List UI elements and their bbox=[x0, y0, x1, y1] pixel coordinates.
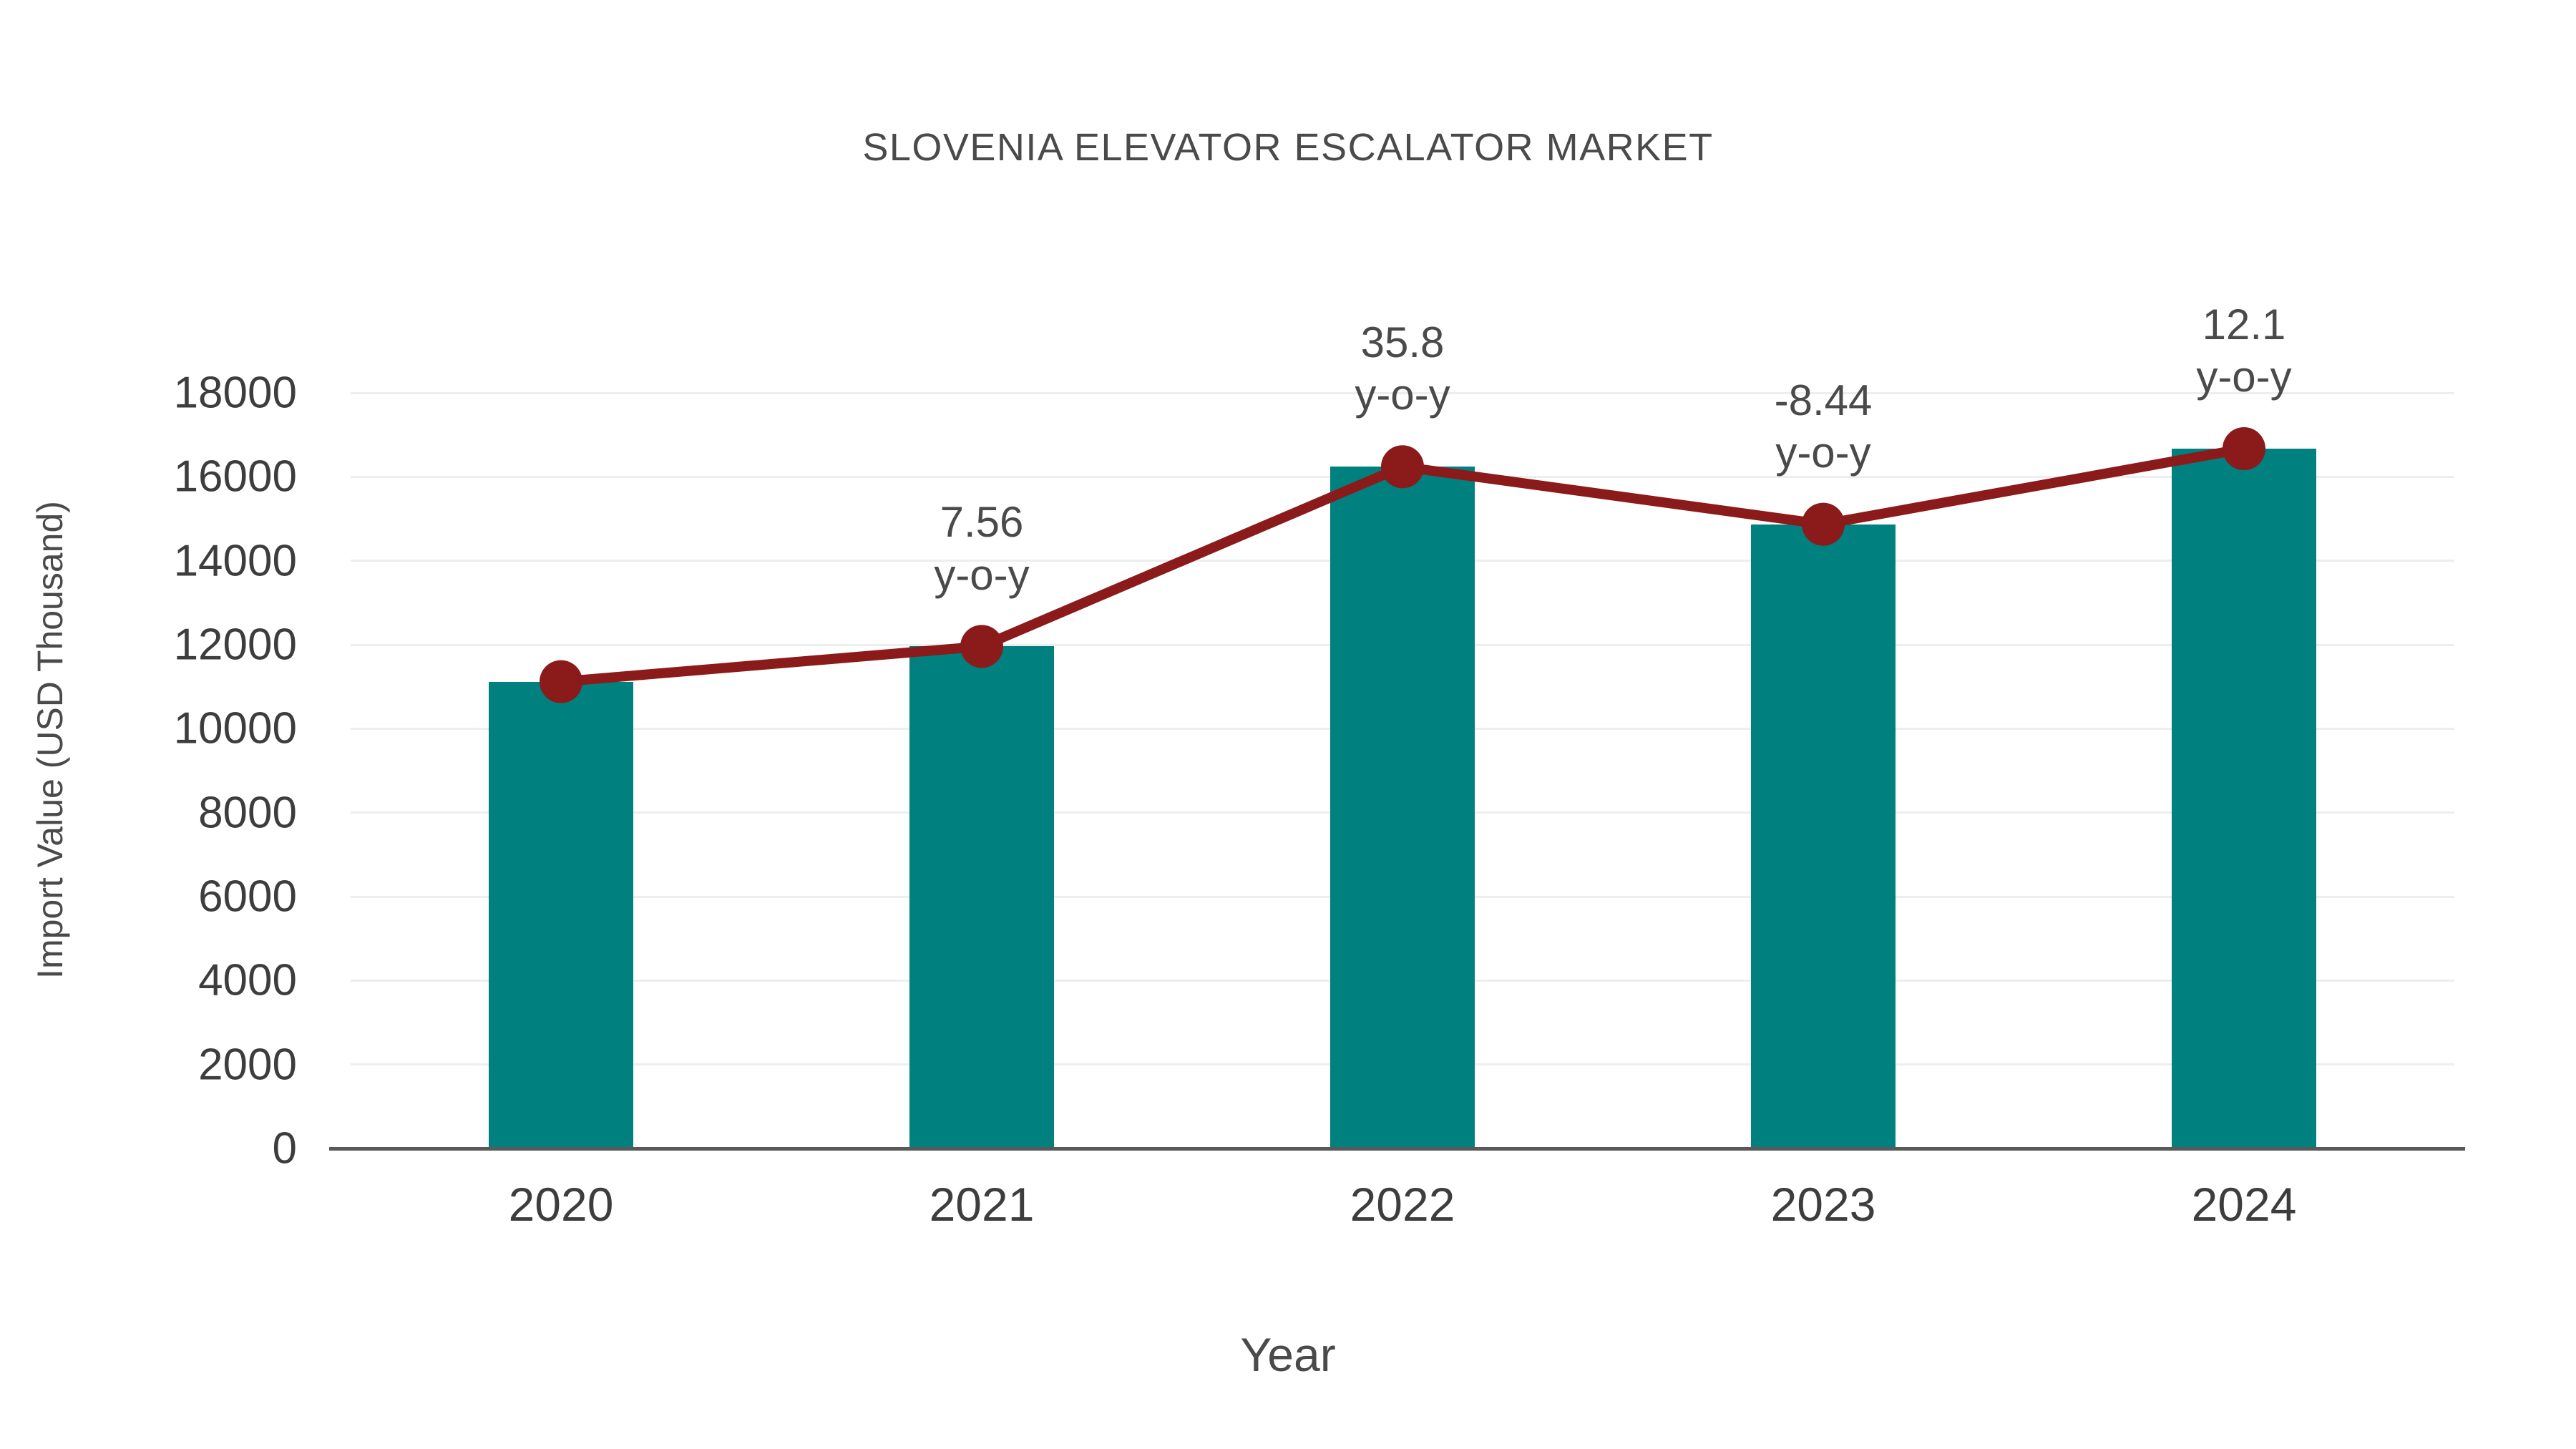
y-tick-label: 16000 bbox=[173, 452, 297, 502]
y-tick-label: 0 bbox=[272, 1123, 297, 1174]
y-tick-label: 6000 bbox=[198, 872, 297, 922]
yoy-annotation-value: 7.56 bbox=[940, 498, 1024, 547]
y-tick-label: 8000 bbox=[198, 788, 297, 838]
y-tick-label: 18000 bbox=[173, 368, 297, 418]
x-axis-title: Year bbox=[1240, 1328, 1336, 1381]
bar bbox=[1330, 467, 1475, 1148]
bar bbox=[488, 681, 634, 1148]
yoy-annotation-value: -8.44 bbox=[1774, 376, 1873, 424]
x-axis-line bbox=[329, 1147, 2465, 1151]
page-title: SLOVENIA ELEVATOR ESCALATOR MARKET bbox=[862, 126, 1714, 169]
x-tick-label: 2022 bbox=[1350, 1178, 1455, 1231]
plot-area bbox=[351, 391, 2454, 1148]
x-tick-label: 2024 bbox=[2191, 1178, 2297, 1231]
yoy-annotation-unit: y-o-y bbox=[934, 550, 1030, 599]
bar bbox=[1750, 524, 1896, 1148]
x-tick-label: 2021 bbox=[929, 1178, 1035, 1231]
yoy-annotation: 12.1 y-o-y bbox=[2058, 298, 2430, 403]
bar bbox=[2171, 449, 2317, 1148]
gridline bbox=[351, 391, 2454, 394]
y-tick-label: 12000 bbox=[173, 620, 297, 670]
yoy-annotation-unit: y-o-y bbox=[1775, 428, 1871, 477]
yoy-annotation-unit: y-o-y bbox=[2196, 353, 2292, 401]
yoy-annotation: 35.8 y-o-y bbox=[1216, 316, 1589, 421]
yoy-annotation: 7.56 y-o-y bbox=[796, 496, 1168, 600]
yoy-annotation: -8.44 y-o-y bbox=[1637, 374, 2009, 479]
yoy-annotation-value: 35.8 bbox=[1360, 318, 1445, 367]
bar bbox=[909, 646, 1055, 1148]
y-tick-label: 10000 bbox=[173, 703, 297, 753]
x-tick-label: 2023 bbox=[1770, 1178, 1876, 1231]
y-tick-label: 2000 bbox=[198, 1040, 297, 1090]
y-tick-label: 14000 bbox=[173, 536, 297, 586]
x-tick-label: 2020 bbox=[508, 1178, 614, 1231]
yoy-annotation-unit: y-o-y bbox=[1355, 371, 1450, 419]
y-tick-label: 4000 bbox=[198, 955, 297, 1005]
yoy-annotation-value: 12.1 bbox=[2202, 301, 2286, 349]
